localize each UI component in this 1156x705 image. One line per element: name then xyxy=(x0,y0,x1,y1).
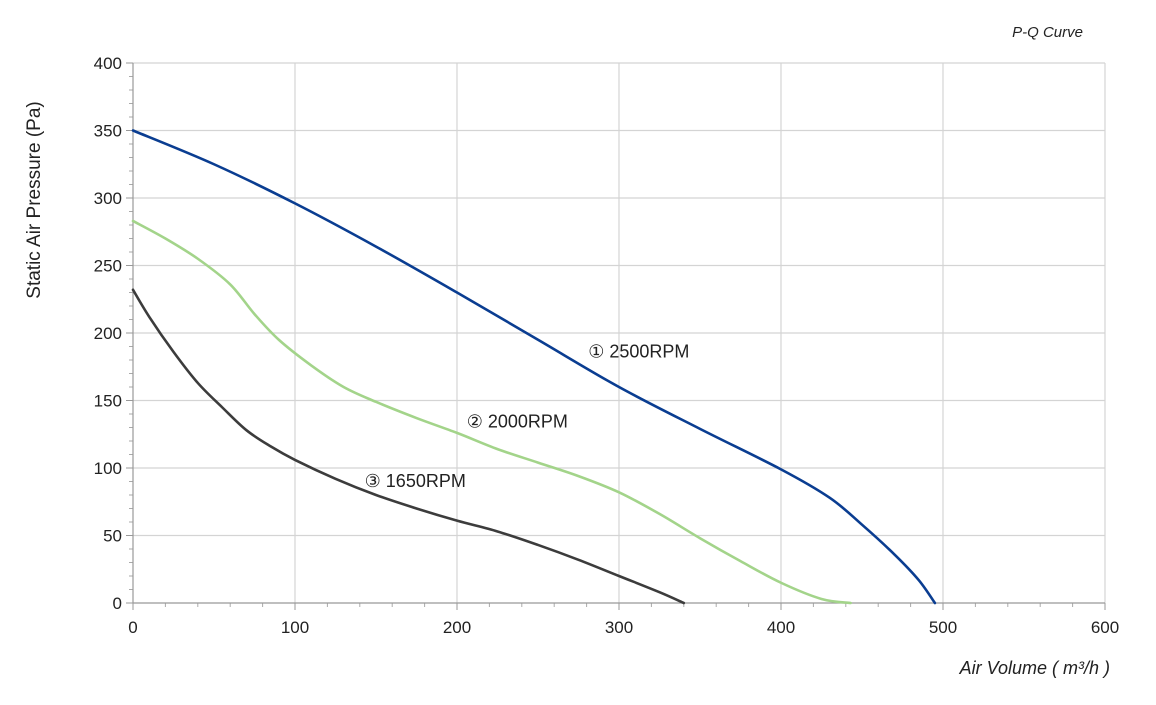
series-label-1: ① 2500RPM xyxy=(588,341,689,361)
series-line-2 xyxy=(131,219,852,605)
minor-ticks xyxy=(129,76,1074,607)
y-tick-label: 50 xyxy=(103,527,122,546)
y-tick-label: 350 xyxy=(94,122,122,141)
y-tick-label: 200 xyxy=(94,324,122,343)
series-label-2: ② 2000RPM xyxy=(467,412,568,432)
y-tick-label: 400 xyxy=(94,54,122,73)
y-tick-label: 0 xyxy=(113,594,122,613)
y-tick-label: 150 xyxy=(94,392,122,411)
series-line-1 xyxy=(131,129,937,605)
x-tick-label: 400 xyxy=(767,618,795,637)
axes xyxy=(126,62,1106,610)
tick-labels: 0 100 200 300 400 500 600 0 50 100 150 200 250 300 350… xyxy=(94,54,1120,637)
series-line-3 xyxy=(131,288,686,605)
chart-title: P-Q Curve xyxy=(1012,24,1083,41)
grid-lines xyxy=(133,62,1106,603)
y-tick-label: 300 xyxy=(94,189,122,208)
y-tick-label: 250 xyxy=(94,257,122,276)
series-labels: ① 2500RPM ② 2000RPM ③ 1650RPM xyxy=(365,341,690,491)
series-lines xyxy=(131,129,937,605)
x-tick-label: 0 xyxy=(128,618,137,637)
x-tick-label: 100 xyxy=(281,618,309,637)
x-tick-label: 200 xyxy=(443,618,471,637)
x-tick-label: 500 xyxy=(929,618,957,637)
y-tick-label: 100 xyxy=(94,459,122,478)
x-tick-label: 300 xyxy=(605,618,633,637)
y-axis-title: Static Air Pressure (Pa) xyxy=(24,101,45,298)
x-tick-label: 600 xyxy=(1091,618,1119,637)
series-label-3: ③ 1650RPM xyxy=(365,471,466,491)
x-axis-title: Air Volume ( m³/h ) xyxy=(959,658,1110,678)
